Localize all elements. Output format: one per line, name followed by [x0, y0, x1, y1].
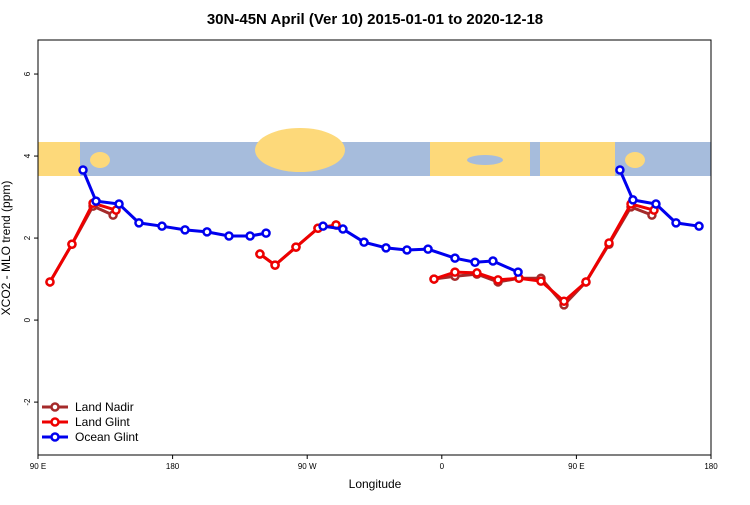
point: [180, 225, 190, 235]
chart-title: 30N-45N April (Ver 10) 2015-01-01 to 202…: [207, 11, 543, 28]
series-line: [48, 201, 655, 304]
y-tick-label: 0: [23, 317, 32, 322]
point: [472, 268, 482, 278]
legend-marker: [50, 417, 60, 427]
point: [338, 224, 348, 234]
point: [615, 165, 625, 175]
map-band: [38, 128, 711, 176]
point: [402, 245, 412, 255]
legend-marker: [50, 402, 60, 412]
point: [536, 276, 546, 286]
point: [581, 277, 591, 287]
y-tick-label: 6: [23, 71, 32, 76]
point: [694, 221, 704, 231]
x-tick-label: 90 W: [298, 462, 317, 471]
point: [628, 195, 638, 205]
point: [429, 274, 439, 284]
point: [513, 267, 523, 277]
point: [493, 275, 503, 285]
x-tick-label: 180: [166, 462, 180, 471]
point: [318, 221, 328, 231]
series-line: [81, 169, 700, 274]
x-axis-label: Longitude: [349, 477, 402, 491]
point: [202, 227, 212, 237]
point: [488, 256, 498, 266]
legend-marker: [50, 432, 60, 442]
y-tick-label: 4: [23, 153, 32, 158]
legend-label: Land Nadir: [75, 400, 134, 414]
point: [381, 243, 391, 253]
point: [423, 244, 433, 254]
point: [450, 267, 460, 277]
legend-label: Land Glint: [75, 415, 130, 429]
point: [470, 257, 480, 268]
point: [255, 249, 265, 259]
point: [114, 199, 124, 209]
point: [270, 260, 280, 270]
x-tick-label: 0: [440, 462, 445, 471]
point: [291, 242, 301, 252]
x-tick-label: 90 E: [568, 462, 584, 471]
point: [245, 231, 255, 241]
point: [261, 228, 271, 238]
point: [559, 296, 569, 306]
point: [78, 165, 88, 175]
x-tick-label: 90 E: [30, 462, 46, 471]
point: [67, 239, 77, 249]
plot-frame: [37, 39, 712, 456]
point: [671, 218, 681, 228]
point: [359, 237, 369, 247]
y-tick-label: -2: [23, 398, 32, 406]
point: [450, 253, 460, 263]
y-axis-label: XCO2 - MLO trend (ppm): [0, 181, 13, 316]
y-tick-label: 2: [23, 235, 32, 240]
x-tick-label: 180: [704, 462, 718, 471]
point: [134, 218, 144, 228]
point: [45, 277, 55, 287]
legend-label: Ocean Glint: [75, 430, 139, 444]
point: [604, 238, 614, 248]
point: [651, 199, 661, 209]
point: [157, 221, 167, 231]
point: [224, 231, 234, 241]
point: [91, 196, 101, 206]
